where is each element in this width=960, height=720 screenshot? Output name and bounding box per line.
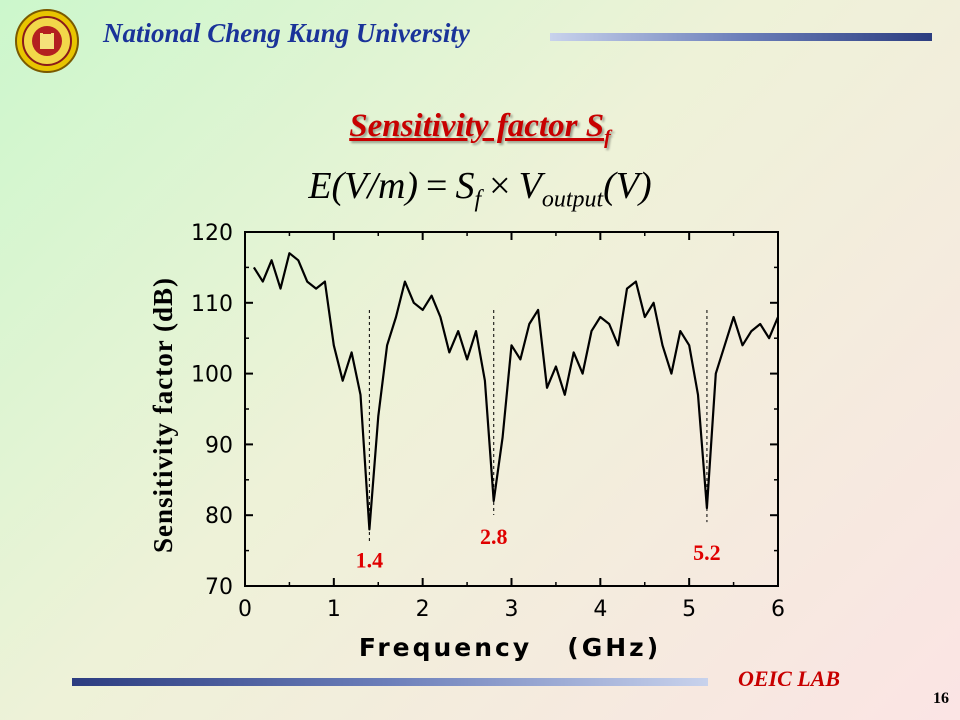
y-tick-label: 90: [205, 433, 233, 458]
x-tick-label: 5: [682, 597, 696, 622]
y-tick-label: 110: [191, 292, 233, 317]
formula-v-sub: output: [541, 186, 604, 213]
x-tick-label: 4: [593, 597, 607, 622]
footer-divider-bar: [72, 678, 708, 686]
x-tick-label: 2: [416, 597, 430, 622]
x-tick-label: 6: [771, 597, 785, 622]
x-tick-label: 3: [505, 597, 519, 622]
header-divider-bar: [550, 33, 932, 41]
resonance-label: 2.8: [480, 524, 508, 549]
formula-v-tail: (V): [603, 165, 652, 207]
formula-lhs: E(V/m): [308, 165, 419, 207]
y-tick-label: 100: [191, 363, 233, 388]
sensitivity-formula: E(V/m) = Sf × Voutput(V): [0, 164, 960, 214]
y-tick-label: 70: [205, 575, 233, 600]
formula-times: ×: [489, 165, 511, 207]
formula-s: S: [455, 165, 475, 207]
formula-v: V: [518, 165, 542, 207]
y-tick-label: 120: [191, 221, 233, 246]
slide-title-subscript: f: [604, 126, 611, 149]
x-axis-label: Frequency (GHz): [359, 633, 661, 662]
university-seal-logo: [15, 9, 79, 73]
y-tick-label: 80: [205, 504, 233, 529]
formula-equals: =: [426, 165, 448, 207]
x-tick-label: 1: [327, 597, 341, 622]
formula-s-sub: f: [474, 186, 482, 213]
page-number: 16: [933, 690, 949, 707]
slide-title: Sensitivity factor Sf: [0, 108, 960, 150]
x-tick-label: 0: [238, 597, 252, 622]
y-axis-label: Sensitivity factor (dB): [148, 277, 178, 553]
university-name: National Cheng Kung University: [103, 18, 470, 48]
resonance-label: 5.2: [693, 540, 721, 565]
resonance-label: 1.4: [356, 547, 384, 572]
slide-title-text: Sensitivity factor S: [349, 108, 605, 144]
lab-name: OEIC LAB: [738, 666, 841, 691]
sensitivity-series-line: [252, 252, 780, 531]
